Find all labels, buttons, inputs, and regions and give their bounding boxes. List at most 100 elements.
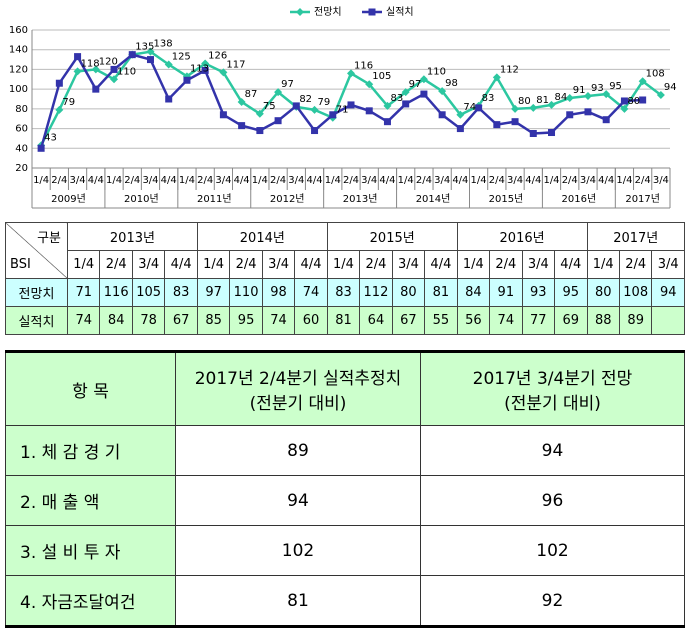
x-tick-label: 2/4 [416, 175, 432, 186]
x-group-label: 2017년 [625, 193, 660, 205]
cell: 80 [586, 278, 620, 307]
x-tick-label: 1/4 [471, 175, 487, 186]
data-row: 4. 자금조달여건 81 92 [5, 575, 685, 627]
header-row: 항 목 2017년 2/4분기 실적추정치 (전분기 대비) 2017년 3/4분기 … [5, 351, 685, 426]
x-tick-label: 1/4 [106, 175, 122, 186]
x-tick-label: 4/4 [525, 175, 541, 186]
y-tick-label: 140 [9, 45, 28, 56]
x-tick-label: 4/4 [234, 175, 250, 186]
quarter-header: 2/4 [489, 250, 523, 279]
marker [511, 118, 519, 126]
x-tick-label: 3/4 [70, 175, 86, 186]
data-row: 1. 체 감 경 기 89 94 [5, 425, 685, 476]
marker [73, 67, 82, 76]
marker [547, 100, 556, 109]
cell: 112 [359, 278, 393, 307]
header-line: (전분기 대비) [249, 394, 347, 414]
y-tick-label: 80 [15, 104, 28, 115]
cell: 67 [391, 306, 426, 335]
cell: 105 [131, 278, 166, 307]
cell: 108 [618, 278, 653, 307]
data-label: 79 [62, 97, 75, 108]
quarter-header: 1/4 [456, 250, 491, 279]
quarter-header: 2/4 [618, 250, 653, 279]
x-tick-label: 3/4 [580, 175, 596, 186]
x-tick-label: 3/4 [288, 175, 304, 186]
x-tick-label: 2/4 [343, 175, 359, 186]
data-label: 112 [500, 64, 519, 75]
year-header: 2017년 [586, 222, 685, 251]
y-tick-label: 160 [9, 25, 28, 36]
marker [146, 56, 154, 64]
cell: 84 [99, 306, 133, 335]
marker [565, 94, 574, 103]
marker [456, 110, 465, 119]
marker [274, 88, 283, 97]
quarter-header: 1/4 [326, 250, 361, 279]
marker [110, 65, 118, 73]
data-label: 97 [281, 79, 294, 90]
legend-marker [296, 8, 304, 16]
x-tick-label: 1/4 [325, 175, 341, 186]
header-line: 2017년 2/4분기 실적추정치 [194, 369, 402, 389]
data-label: 120 [99, 56, 118, 67]
corner-bottom: BSI [10, 257, 31, 272]
quarter-header: 3/4 [131, 250, 166, 279]
marker [401, 88, 410, 97]
x-tick-label: 2/4 [635, 175, 651, 186]
marker [37, 144, 45, 152]
marker [383, 101, 392, 110]
cell: 89 [175, 425, 421, 476]
marker [146, 47, 155, 56]
cell: 95 [554, 278, 588, 307]
cell: 91 [489, 278, 523, 307]
marker [311, 127, 319, 135]
x-tick-label: 1/4 [543, 175, 559, 186]
marker [329, 111, 337, 119]
marker [475, 104, 483, 112]
marker [292, 102, 300, 110]
marker [420, 90, 428, 98]
x-tick-label: 1/4 [33, 175, 49, 186]
cell: 95 [229, 306, 263, 335]
cell: 67 [164, 306, 198, 335]
cell: 83 [164, 278, 198, 307]
marker [493, 121, 501, 129]
row-label: 전망치 [5, 278, 68, 307]
marker [256, 127, 264, 135]
data-label: 43 [44, 132, 57, 143]
x-tick-label: 3/4 [142, 175, 158, 186]
data-label: 80 [627, 96, 640, 107]
marker [548, 129, 556, 137]
data-row: 3. 설 비 투 자 102 102 [5, 525, 685, 576]
column-header: 2017년 2/4분기 실적추정치 (전분기 대비) [175, 351, 421, 426]
y-tick-label: 20 [15, 163, 28, 174]
data-label: 94 [664, 82, 677, 93]
data-label: 110 [427, 66, 446, 77]
marker [347, 101, 355, 109]
data-label: 71 [336, 105, 349, 116]
cell: 96 [420, 475, 685, 526]
cell: 74 [261, 306, 296, 335]
data-label: 97 [409, 79, 422, 90]
year-header: 2015년 [326, 222, 458, 251]
bsi-table: 구분 BSI 2013년 2014년 2015년 2016년 2017년 1/4 2/4 3/4 4… [5, 222, 685, 335]
cell: 102 [420, 525, 685, 576]
data-row: 실적치 74 84 78 67 85 95 74 60 81 64 67 55 56 74 77 69 88 89 [5, 306, 685, 335]
data-label: 126 [208, 51, 227, 62]
x-tick-label: 3/4 [361, 175, 377, 186]
year-header: 2014년 [196, 222, 328, 251]
row-label: 1. 체 감 경 기 [5, 425, 176, 476]
marker [456, 125, 464, 133]
quarter-header: 4/4 [424, 250, 458, 279]
corner-top: 구분 [37, 231, 61, 246]
cell: 94 [651, 278, 685, 307]
cell: 92 [420, 575, 685, 627]
x-tick-label: 1/4 [252, 175, 268, 186]
quarter-header: 3/4 [521, 250, 556, 279]
x-group-label: 2015년 [489, 193, 524, 205]
y-tick-label: 120 [9, 64, 28, 75]
quarter-header: 3/4 [391, 250, 426, 279]
quarter-header: 1/4 [196, 250, 231, 279]
